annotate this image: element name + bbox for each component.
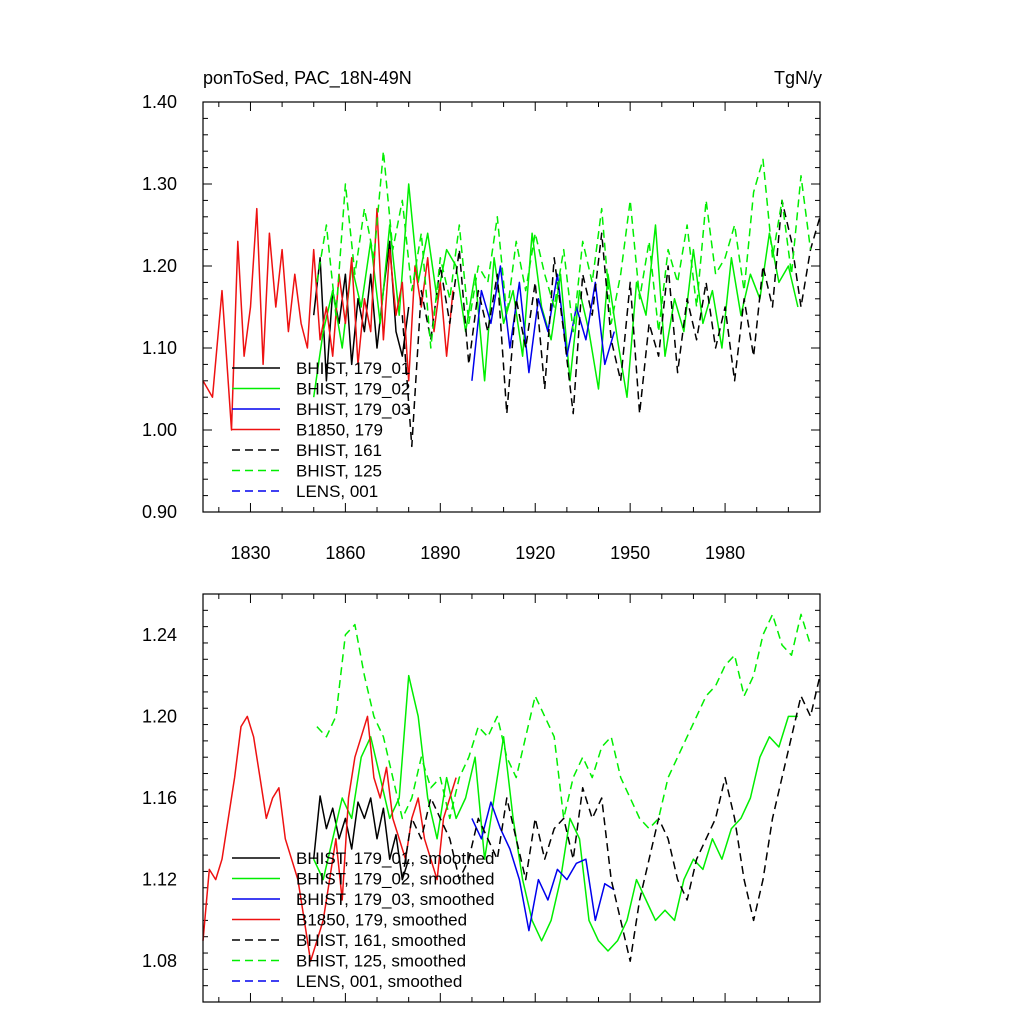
bottom-panel-frame — [202, 593, 821, 1003]
legend-item: LENS, 001, smoothed — [232, 972, 462, 991]
top-panel-x-tick-labels: 1830 1860 1890 1920 1950 1980 — [230, 543, 745, 563]
top-panel-frame — [202, 101, 821, 513]
series-line — [313, 674, 798, 952]
bottom-panel: 1.08 1.12 1.16 1.20 1.24 BHIST, 179_01, … — [142, 593, 821, 1003]
legend-label: LENS, 001, smoothed — [296, 972, 462, 991]
series-line — [401, 675, 821, 962]
legend-item: BHIST, 179_03, smoothed — [232, 890, 494, 909]
top-panel-series — [202, 150, 821, 448]
legend-label: BHIST, 161, smoothed — [296, 931, 466, 950]
series-line — [316, 613, 812, 830]
y-tick-label: 1.10 — [142, 338, 177, 358]
bottom-panel-legend: BHIST, 179_01, smoothed BHIST, 179_02, s… — [232, 849, 494, 991]
top-panel-title: ponToSed, PAC_18N-49N — [203, 68, 412, 89]
legend-label: BHIST, 179_03, smoothed — [296, 890, 494, 909]
legend-item: B1850, 179, smoothed — [232, 911, 467, 930]
series-line — [202, 207, 454, 431]
series-line — [312, 795, 410, 881]
legend-label: LENS, 001 — [296, 482, 378, 501]
legend-item: BHIST, 125 — [232, 462, 382, 481]
bottom-panel-ticks — [203, 593, 821, 1003]
legend-label: BHIST, 125, smoothed — [296, 952, 466, 971]
legend-item: BHIST, 161, smoothed — [232, 931, 466, 950]
legend-item: BHIST, 161 — [232, 441, 382, 460]
y-tick-label: 1.20 — [142, 256, 177, 276]
x-tick-label: 1950 — [610, 543, 650, 563]
legend-label: B1850, 179, smoothed — [296, 911, 467, 930]
legend-item: LENS, 001 — [232, 482, 378, 501]
x-tick-label: 1890 — [420, 543, 460, 563]
y-tick-label: 1.00 — [142, 420, 177, 440]
x-tick-label: 1980 — [705, 543, 745, 563]
series-line — [471, 801, 615, 932]
y-tick-label: 1.12 — [142, 870, 177, 890]
series-line — [312, 183, 799, 398]
bottom-panel-series — [202, 613, 821, 962]
top-panel: ponToSed, PAC_18N-49N TgN/y 1830 1860 18… — [142, 68, 822, 563]
y-tick-label: 1.40 — [142, 92, 177, 112]
legend-label: BHIST, 179_01 — [296, 359, 410, 378]
legend-item: BHIST, 179_03 — [232, 400, 410, 419]
legend-item: BHIST, 125, smoothed — [232, 952, 466, 971]
y-tick-label: 1.20 — [142, 706, 177, 726]
legend-label: B1850, 179 — [296, 421, 383, 440]
legend-item: BHIST, 179_01, smoothed — [232, 849, 494, 868]
y-tick-label: 1.08 — [142, 951, 177, 971]
y-tick-label: 1.30 — [142, 174, 177, 194]
series-line — [471, 265, 616, 381]
x-tick-label: 1920 — [515, 543, 555, 563]
legend-item: BHIST, 179_02, smoothed — [232, 870, 494, 889]
legend-item: BHIST, 179_01 — [232, 359, 410, 378]
top-panel-legend: BHIST, 179_01 BHIST, 179_02 BHIST, 179_0… — [232, 359, 410, 501]
top-panel-y-tick-labels: 0.90 1.00 1.10 1.20 1.30 1.40 — [142, 92, 177, 522]
y-tick-label: 1.16 — [142, 788, 177, 808]
legend-label: BHIST, 125 — [296, 462, 382, 481]
y-tick-label: 0.90 — [142, 502, 177, 522]
legend-label: BHIST, 179_01, smoothed — [296, 849, 494, 868]
x-tick-label: 1860 — [325, 543, 365, 563]
series-line — [202, 715, 457, 962]
legend-item: BHIST, 179_02 — [232, 380, 410, 399]
legend-label: BHIST, 179_02 — [296, 380, 410, 399]
legend-item: B1850, 179 — [232, 421, 383, 440]
series-line — [401, 199, 821, 448]
legend-label: BHIST, 161 — [296, 441, 382, 460]
legend-label: BHIST, 179_03 — [296, 400, 410, 419]
bottom-panel-y-tick-labels: 1.08 1.12 1.16 1.20 1.24 — [142, 625, 177, 971]
x-tick-label: 1830 — [230, 543, 270, 563]
legend-label: BHIST, 179_02, smoothed — [296, 870, 494, 889]
y-tick-label: 1.24 — [142, 625, 177, 645]
series-line — [316, 150, 812, 349]
top-panel-units: TgN/y — [774, 68, 822, 88]
